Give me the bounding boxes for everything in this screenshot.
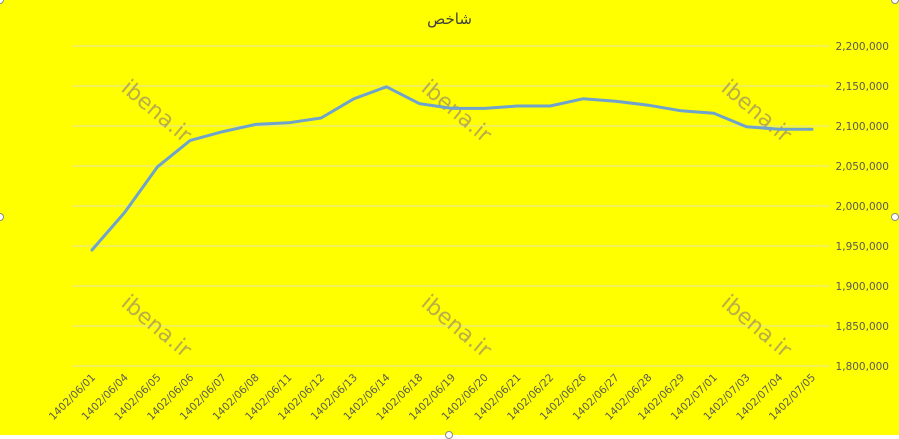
y-tick-label: 2,050,000	[836, 161, 889, 173]
resize-handle-middle-right[interactable]	[891, 213, 899, 221]
data-point	[745, 125, 748, 128]
data-point	[548, 104, 552, 108]
data-point	[90, 248, 94, 252]
data-point	[679, 109, 683, 113]
data-point	[221, 130, 225, 133]
data-point	[450, 107, 454, 110]
y-tick-label: 1,850,000	[836, 321, 889, 333]
y-tick-label: 2,200,000	[836, 41, 889, 53]
data-point	[319, 116, 323, 120]
y-axis-tick-labels: 1,800,000 1,850,000 1,900,000 1,950,000 2,00…	[836, 41, 889, 373]
data-point	[123, 211, 126, 214]
y-tick-label: 1,800,000	[836, 361, 889, 373]
data-point	[712, 112, 716, 115]
data-point	[647, 104, 650, 107]
y-tick-label: 1,950,000	[836, 241, 889, 253]
y-tick-label: 2,150,000	[836, 81, 889, 93]
gridlines	[72, 45, 830, 367]
data-point	[810, 128, 814, 131]
data-point	[287, 121, 290, 125]
y-tick-label: 2,000,000	[836, 201, 889, 213]
data-point	[188, 139, 192, 142]
data-point	[385, 85, 388, 89]
watermark-text: ibena.ir	[416, 290, 497, 363]
watermark-text: ibena.ir	[116, 290, 197, 363]
data-point	[614, 100, 617, 103]
resize-handle-bottom-middle[interactable]	[445, 431, 453, 439]
series-layer	[90, 85, 814, 252]
data-point	[581, 97, 585, 101]
data-point	[352, 97, 356, 101]
data-point	[156, 165, 159, 168]
data-point	[778, 128, 781, 131]
data-point	[516, 104, 519, 108]
data-point	[483, 107, 486, 110]
y-tick-label: 2,100,000	[836, 121, 889, 133]
x-axis-tick-labels: 1402/06/011402/06/041402/06/051402/06/06…	[47, 371, 818, 423]
data-point	[254, 123, 257, 126]
data-point	[418, 102, 421, 105]
chart-title: شاخص	[427, 10, 472, 28]
watermark-text: ibena.ir	[716, 290, 797, 363]
y-tick-label: 1,900,000	[836, 281, 889, 293]
